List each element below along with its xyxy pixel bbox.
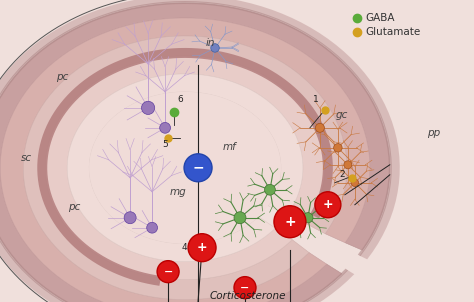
Circle shape	[157, 261, 179, 283]
Circle shape	[188, 234, 216, 262]
Circle shape	[344, 161, 352, 169]
Text: mg: mg	[170, 187, 186, 197]
Circle shape	[160, 122, 171, 133]
PathPatch shape	[23, 36, 347, 300]
Text: sc: sc	[21, 153, 32, 163]
Text: 2: 2	[339, 170, 345, 179]
Text: −: −	[192, 161, 204, 175]
Circle shape	[274, 206, 306, 238]
Circle shape	[211, 44, 219, 52]
Text: GABA: GABA	[366, 13, 395, 23]
PathPatch shape	[0, 1, 392, 302]
Text: gc: gc	[336, 110, 348, 120]
Text: Glutamate: Glutamate	[366, 27, 421, 37]
Text: pp: pp	[427, 128, 440, 138]
Text: 4: 4	[181, 243, 187, 252]
Circle shape	[303, 213, 313, 223]
Circle shape	[334, 143, 342, 152]
PathPatch shape	[0, 3, 390, 302]
PathPatch shape	[0, 18, 370, 302]
PathPatch shape	[67, 74, 303, 262]
Ellipse shape	[89, 92, 281, 244]
Text: +: +	[323, 198, 333, 211]
Text: mf: mf	[223, 142, 237, 152]
Text: 1: 1	[313, 95, 319, 104]
Circle shape	[234, 277, 256, 299]
Text: 5: 5	[162, 140, 168, 149]
Circle shape	[124, 212, 136, 224]
Text: +: +	[284, 215, 296, 229]
Circle shape	[315, 123, 324, 132]
Text: pc: pc	[56, 72, 68, 82]
Circle shape	[264, 184, 275, 195]
PathPatch shape	[46, 56, 325, 280]
Circle shape	[315, 192, 341, 218]
Text: Corticosterone: Corticosterone	[210, 291, 286, 300]
Circle shape	[142, 101, 155, 114]
Text: 6: 6	[177, 95, 183, 104]
Text: pc: pc	[68, 202, 81, 212]
PathPatch shape	[0, 0, 400, 302]
Circle shape	[351, 179, 359, 187]
Circle shape	[184, 154, 212, 182]
Text: −: −	[164, 267, 173, 277]
Text: +: +	[197, 241, 207, 254]
Text: in: in	[205, 38, 215, 48]
PathPatch shape	[37, 48, 333, 286]
Circle shape	[234, 212, 246, 224]
Circle shape	[147, 222, 157, 233]
Text: −: −	[240, 283, 250, 293]
